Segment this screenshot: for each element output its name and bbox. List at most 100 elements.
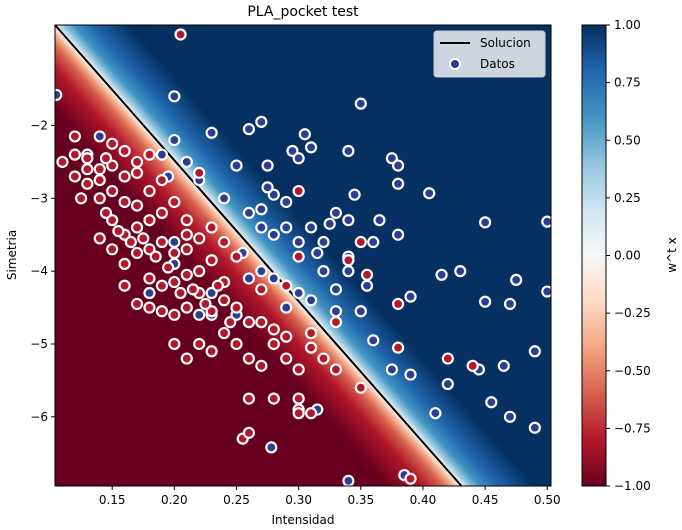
datos-point-positive xyxy=(367,235,380,249)
datos-point-positive xyxy=(311,246,324,260)
datos-point-negative xyxy=(193,337,206,351)
datos-point-negative xyxy=(217,294,231,307)
datos-point-positive xyxy=(342,144,355,158)
datos-point-negative xyxy=(143,148,156,161)
y-axis: −2 −3 −4 −5 −6 xyxy=(30,119,55,424)
datos-point-positive xyxy=(304,141,318,154)
datos-point-positive xyxy=(242,272,256,285)
datos-point-positive xyxy=(242,206,256,219)
bg-band xyxy=(121,25,532,486)
colorbar-tick-label: 0.50 xyxy=(614,133,641,147)
datos-point-negative xyxy=(155,305,169,318)
legend-points-label: Datos xyxy=(480,57,515,71)
datos-point-positive xyxy=(528,421,541,434)
colorbar-tick-label: −0.25 xyxy=(614,306,651,320)
datos-point-negative xyxy=(304,407,318,420)
datos-point-negative xyxy=(180,352,193,365)
datos-point-positive xyxy=(541,215,551,228)
datos-point-negative xyxy=(230,301,243,314)
datos-point-negative xyxy=(342,254,355,267)
datos-point-negative xyxy=(230,250,243,263)
colorbar-tick-label: −0.75 xyxy=(614,421,651,435)
datos-point-negative xyxy=(404,472,417,485)
datos-point-negative xyxy=(199,297,212,311)
datos-point-positive xyxy=(329,206,343,219)
datos-point-positive xyxy=(255,221,268,234)
colorbar-tick-label: 0.75 xyxy=(614,76,641,90)
datos-point-negative xyxy=(112,225,125,238)
datos-point-negative xyxy=(242,352,256,365)
datos-point-negative xyxy=(168,337,181,351)
datos-point-negative xyxy=(75,192,88,205)
datos-point-negative xyxy=(255,283,268,296)
datos-point-negative xyxy=(180,268,193,281)
datos-point-positive xyxy=(354,305,367,318)
datos-point-negative xyxy=(242,426,256,439)
datos-point-positive xyxy=(510,273,523,286)
datos-point-negative xyxy=(230,337,243,351)
datos-point-negative xyxy=(180,301,193,314)
bg-band xyxy=(137,25,547,486)
bg-band xyxy=(61,25,471,486)
datos-point-positive xyxy=(304,221,318,234)
x-axis: 0.15 0.20 0.25 0.30 0.35 0.40 0.45 0.50 xyxy=(99,486,561,507)
datos-point-positive xyxy=(261,159,274,172)
colorbar-tick-label: −0.50 xyxy=(614,364,651,378)
datos-point-negative xyxy=(149,250,162,263)
datos-point-positive xyxy=(391,159,405,172)
datos-point-positive xyxy=(143,286,156,300)
datos-point-negative xyxy=(211,279,224,292)
datos-point-negative xyxy=(391,341,405,354)
colorbar: 1.00 0.75 0.50 0.25 0.00 −0.25 −0.50 −0.75 −1.00… xyxy=(581,18,679,493)
datos-point-negative xyxy=(68,148,81,161)
colorbar-tick-label: −1.00 xyxy=(614,479,651,493)
colorbar-tick-label: 1.00 xyxy=(614,18,641,32)
datos-point-positive xyxy=(373,214,386,227)
datos-point-negative xyxy=(143,272,156,285)
datos-point-negative xyxy=(168,195,181,209)
datos-point-positive xyxy=(541,285,551,298)
datos-point-negative xyxy=(93,192,106,205)
datos-point-negative xyxy=(143,214,156,227)
datos-point-positive xyxy=(441,377,454,391)
x-tick-label: 0.50 xyxy=(534,493,561,507)
bg-band xyxy=(128,25,538,486)
bg-band xyxy=(135,25,545,486)
datos-point-positive xyxy=(354,97,367,110)
datos-point-negative xyxy=(155,174,169,187)
datos-point-negative xyxy=(99,206,113,219)
datos-point-negative xyxy=(242,316,256,329)
datos-point-positive xyxy=(205,126,218,139)
datos-point-positive xyxy=(292,235,305,249)
datos-point-negative xyxy=(130,297,144,311)
datos-point-negative xyxy=(304,341,318,354)
x-tick-label: 0.25 xyxy=(223,493,250,507)
datos-point-negative xyxy=(143,301,156,314)
datos-point-positive xyxy=(168,133,181,147)
datos-point-negative xyxy=(466,359,479,372)
datos-point-negative xyxy=(81,177,94,190)
legend-points-swatch xyxy=(449,58,461,70)
chart-title: PLA_pocket test xyxy=(247,4,359,20)
colorbar-tick-label: 0.00 xyxy=(614,249,641,263)
datos-point-positive xyxy=(267,272,280,285)
datos-point-negative xyxy=(118,257,131,270)
datos-point-negative xyxy=(124,235,137,249)
x-tick-label: 0.45 xyxy=(472,493,499,507)
datos-point-positive xyxy=(329,305,343,318)
datos-point-negative xyxy=(81,163,94,176)
datos-point-negative xyxy=(106,243,119,256)
datos-point-negative xyxy=(224,316,237,329)
solucion-line-layer xyxy=(55,25,463,486)
datos-point-negative xyxy=(267,337,280,351)
datos-point-positive xyxy=(317,235,330,249)
datos-point-positive xyxy=(454,265,467,278)
datos-point-positive xyxy=(255,203,268,216)
datos-point-positive xyxy=(503,410,517,423)
y-tick-label: −5 xyxy=(30,337,48,351)
colorbar-ticks: 1.00 0.75 0.50 0.25 0.00 −0.25 −0.50 −0.75 −1.00 xyxy=(606,18,651,493)
datos-point-negative xyxy=(292,407,305,420)
datos-point-positive xyxy=(292,286,305,300)
datos-point-negative xyxy=(441,352,454,365)
